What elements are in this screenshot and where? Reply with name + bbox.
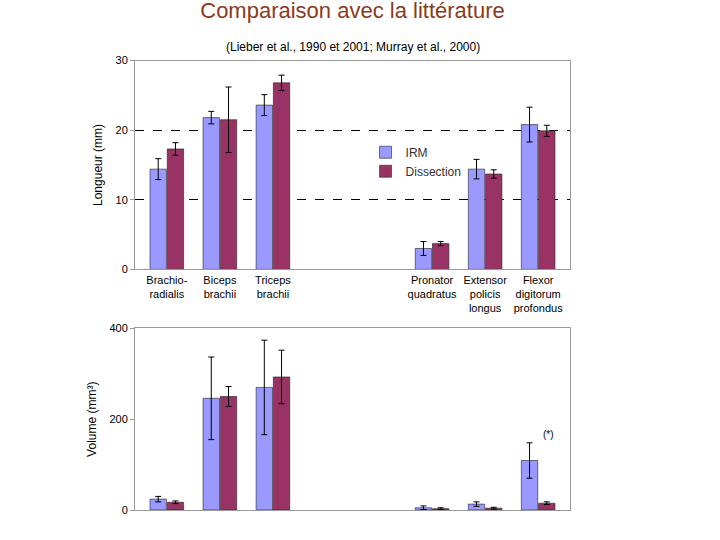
svg-text:Bicepsbrachii: Bicepsbrachii bbox=[203, 274, 237, 300]
svg-text:Tricepsbrachii: Tricepsbrachii bbox=[255, 274, 291, 300]
svg-text:(*): (*) bbox=[543, 429, 554, 440]
svg-text:Comparaison avec la littératur: Comparaison avec la littérature bbox=[200, 0, 504, 23]
svg-text:Extensorpolicislongus: Extensorpolicislongus bbox=[463, 274, 507, 315]
svg-text:0: 0 bbox=[122, 504, 128, 516]
svg-text:400: 400 bbox=[109, 322, 127, 334]
svg-text:IRM: IRM bbox=[406, 146, 428, 160]
svg-text:Pronatorquadratus: Pronatorquadratus bbox=[408, 274, 457, 300]
svg-text:Volume (mm³): Volume (mm³) bbox=[85, 382, 99, 457]
svg-text:10: 10 bbox=[116, 194, 128, 206]
svg-text:200: 200 bbox=[109, 413, 127, 425]
svg-text:Flexordigitorumprofondus: Flexordigitorumprofondus bbox=[514, 274, 563, 315]
svg-text:20: 20 bbox=[116, 124, 128, 136]
svg-text:0: 0 bbox=[122, 263, 128, 275]
svg-text:30: 30 bbox=[116, 54, 128, 66]
svg-text:(Lieber et al., 1990 et 2001;: (Lieber et al., 1990 et 2001; Murray et … bbox=[226, 40, 480, 54]
svg-text:Dissection: Dissection bbox=[406, 165, 461, 179]
svg-text:Longueur (mm): Longueur (mm) bbox=[91, 124, 105, 206]
svg-text:Brachio-radialis: Brachio-radialis bbox=[146, 274, 187, 300]
